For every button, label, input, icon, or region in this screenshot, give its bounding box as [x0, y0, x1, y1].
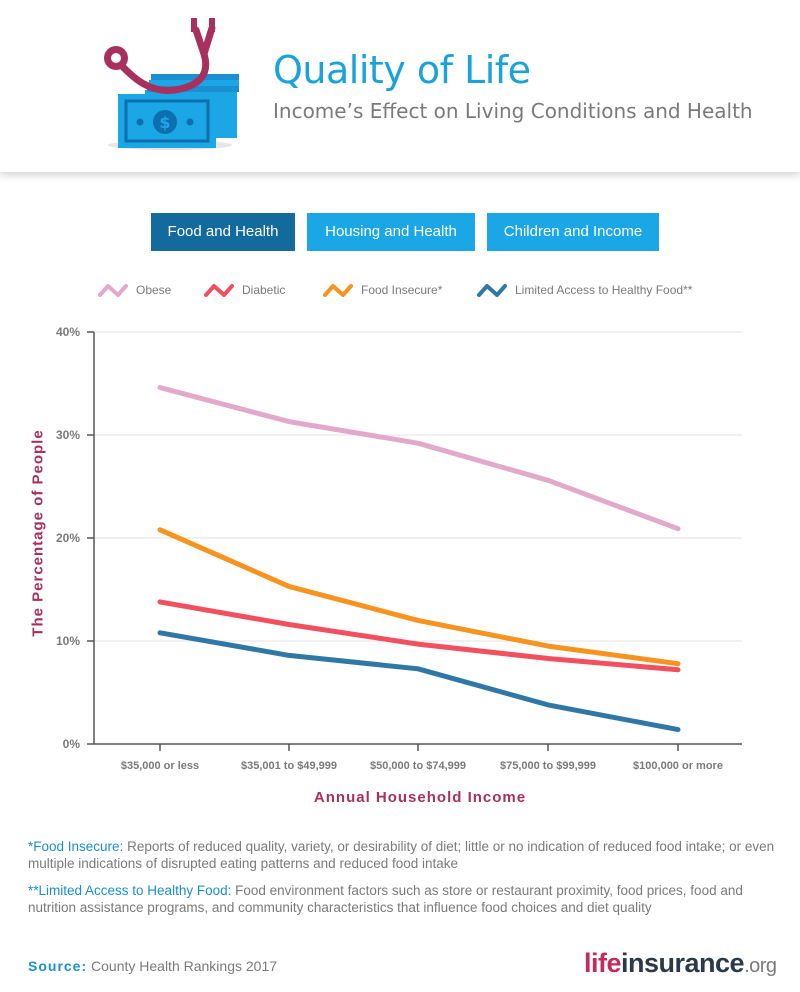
brand-life: life — [584, 948, 622, 978]
tab-bar: Food and Health Housing and Health Child… — [0, 213, 800, 251]
source-text: County Health Rankings 2017 — [87, 958, 278, 974]
legend-label-diabetic: Diabetic — [242, 283, 286, 297]
x-tick-label: $35,000 or less — [121, 760, 199, 772]
tab-food-and-health[interactable]: Food and Health — [151, 213, 295, 251]
y-tick-label: 0% — [63, 737, 81, 751]
legend-item-obese: Obese — [98, 280, 171, 300]
footnote-food-insecure-term: *Food Insecure: — [28, 839, 124, 854]
y-axis-label: The Percentage of People — [29, 429, 47, 637]
legend-label-obese: Obese — [136, 283, 172, 297]
footnote-limited-access-text: Food environment factors such as store o… — [28, 883, 743, 915]
y-tick-label: 40% — [56, 325, 80, 339]
page-title: Quality of Life — [273, 48, 531, 92]
brand-insurance: insurance — [621, 948, 745, 978]
series-line-limited-access-to-healthy-food — [157, 630, 681, 733]
legend-label-limited-access: Limited Access to Healthy Food** — [515, 283, 693, 297]
footnote-food-insecure-text: Reports of reduced quality, variety, or … — [28, 839, 775, 871]
legend-label-food-insecure: Food Insecure* — [361, 283, 443, 297]
chart-legend: Obese Diabetic Food Insecure* Limited Ac… — [0, 280, 800, 300]
footnote-limited-access-term: **Limited Access to Healthy Food: — [28, 883, 232, 898]
brand-logo: lifeinsurance.org — [584, 948, 777, 979]
x-tick-label: $35,001 to $49,999 — [241, 760, 337, 772]
tab-housing-and-health[interactable]: Housing and Health — [307, 213, 475, 251]
y-tick-label: 20% — [56, 531, 80, 545]
svg-text:$: $ — [159, 113, 170, 132]
legend-item-limited-access: Limited Access to Healthy Food** — [477, 280, 692, 300]
footnote-food-insecure: *Food Insecure: Reports of reduced quali… — [28, 838, 778, 872]
tab-children-and-income[interactable]: Children and Income — [487, 213, 659, 251]
legend-swatch-limited-access — [477, 284, 507, 297]
header: $ Quality of Life Income’s Effect on Liv… — [0, 0, 800, 172]
x-tick-label: $100,000 or more — [633, 760, 723, 772]
source-citation: Source: County Health Rankings 2017 — [28, 958, 277, 974]
legend-item-food-insecure: Food Insecure* — [323, 280, 442, 300]
line-chart: 0% 10% 20% 30% 40% $35,000 or less $35,001 to … — [56, 325, 742, 772]
x-tick-label: $50,000 to $74,999 — [370, 760, 466, 772]
footnote-limited-access: **Limited Access to Healthy Food: Food e… — [28, 882, 778, 916]
legend-swatch-food-insecure — [323, 284, 353, 297]
brand-org: .org — [744, 955, 777, 977]
x-tick-label: $75,000 to $99,999 — [500, 760, 596, 772]
series-line-diabetic — [157, 599, 681, 673]
source-label: Source: — [28, 958, 88, 974]
x-axis-label: Annual Household Income — [313, 789, 527, 806]
legend-swatch-obese — [98, 284, 128, 297]
series-line-food-insecure — [157, 527, 681, 667]
y-tick-label: 30% — [56, 428, 80, 442]
legend-item-diabetic: Diabetic — [204, 280, 285, 300]
legend-swatch-diabetic — [204, 284, 234, 297]
stethoscope-money-icon: $ — [100, 14, 260, 159]
page-subtitle: Income’s Effect on Living Conditions and… — [273, 99, 753, 123]
series-line-obese — [157, 385, 681, 532]
y-tick-label: 10% — [56, 634, 80, 648]
